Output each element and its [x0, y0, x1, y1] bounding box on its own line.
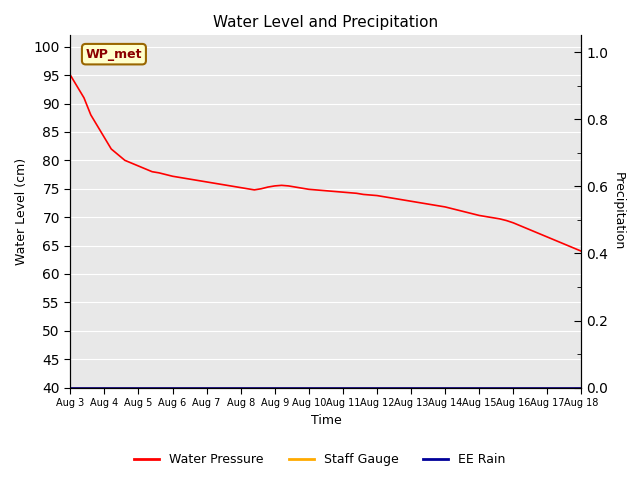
Water Pressure — [407, 198, 415, 204]
Water Pressure — [578, 248, 586, 254]
Water Pressure — [394, 196, 401, 202]
Title: Water Level and Precipitation: Water Level and Precipitation — [213, 15, 438, 30]
Water Pressure — [114, 152, 122, 157]
Water Pressure — [67, 72, 74, 78]
Water Pressure — [332, 189, 340, 194]
Y-axis label: Precipitation: Precipitation — [612, 172, 625, 251]
Legend: Water Pressure, Staff Gauge, EE Rain: Water Pressure, Staff Gauge, EE Rain — [129, 448, 511, 471]
Water Pressure — [244, 186, 252, 192]
Text: WP_met: WP_met — [86, 48, 142, 60]
Line: Water Pressure: Water Pressure — [70, 75, 582, 251]
Water Pressure — [476, 213, 483, 218]
Y-axis label: Water Level (cm): Water Level (cm) — [15, 158, 28, 265]
X-axis label: Time: Time — [310, 414, 341, 427]
